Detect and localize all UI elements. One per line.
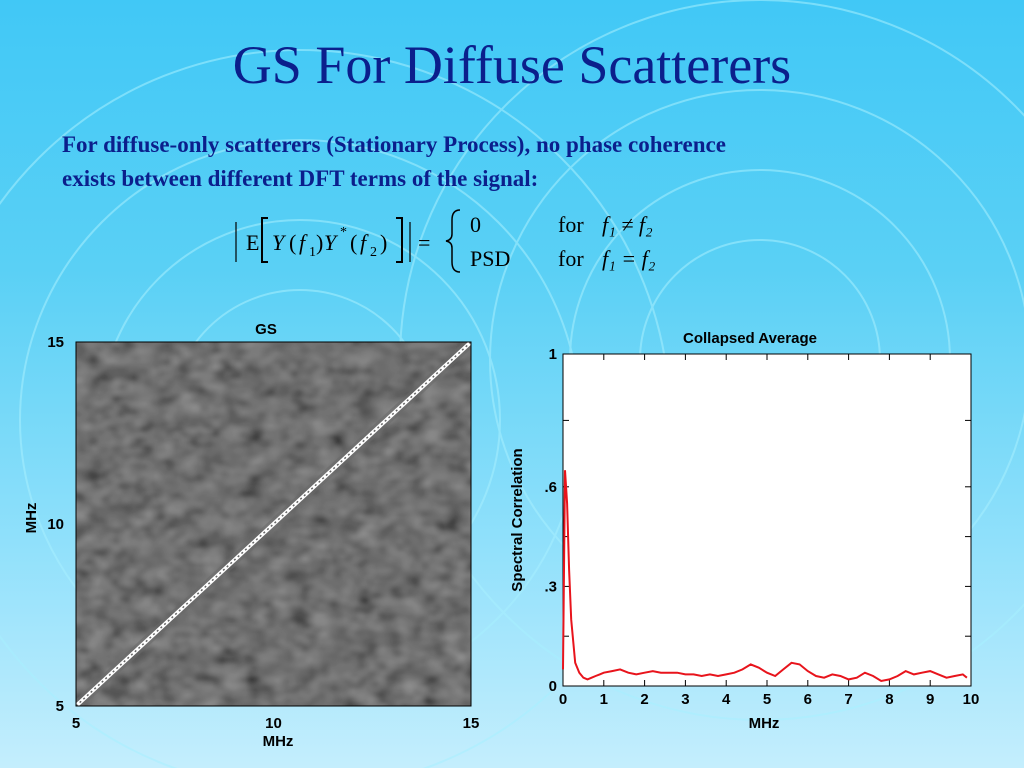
avg-xlabel: MHz [749,715,780,732]
avg-xtick-label: 0 [559,691,567,708]
eq-brace [445,209,461,273]
gs-tick-labels: 5 10 15 5 10 15 [47,334,479,732]
case1-value: 0 [470,212,481,237]
avg-title: Collapsed Average [683,330,817,347]
avg-xtick-label: 1 [600,691,608,708]
eq-sub1: 1 [309,245,316,260]
case1-condition: f₁ ≠ f₂ [602,212,653,237]
eq-paren-close-2: ) [380,230,387,255]
avg-xtick-label: 2 [640,691,648,708]
gs-xtick-label: 10 [265,715,282,732]
case2-value: PSD [470,246,510,271]
correlation-equation: E Y ( f 1 ) Y * ( f 2 ) = 0 for f₁ ≠ f₂ … [235,209,656,273]
avg-ytick-label: 0 [549,678,557,695]
heatmap-frame [75,341,472,707]
eq-paren-open-1: ( [289,230,296,255]
heatmap-diagonal [76,342,471,706]
slide-title: GS For Diffuse Scatterers [232,35,792,95]
avg-xtick-label: 4 [722,691,731,708]
description-line-1: For diffuse-only scatterers (Stationary … [62,132,726,157]
avg-xtick-label: 5 [763,691,771,708]
avg-ticks: 0 1 2 3 4 5 6 7 8 9 10 0 .3 .6 1 [544,346,979,708]
gs-ytick-label: 5 [56,698,64,715]
avg-xtick-label: 10 [963,691,980,708]
avg-plot-area [562,353,972,687]
eq-equals: = [418,230,430,255]
eq-f2: f [360,230,369,255]
gs-ylabel: MHz [23,503,40,534]
eq-expectation: E [246,230,259,255]
gs-xlabel: MHz [263,733,294,750]
gs-xtick-label: 15 [463,715,480,732]
avg-xtick-label: 7 [844,691,852,708]
case2-condition: f₁ = f₂ [602,246,656,271]
avg-ytick-label: .6 [544,479,557,496]
case2-for: for [558,246,584,271]
eq-sub2: 2 [370,245,377,260]
description-line-2: exists between different DFT terms of th… [62,166,539,191]
eq-f1: f [299,230,308,255]
gs-ytick-label: 15 [47,334,64,351]
avg-xtick-label: 9 [926,691,934,708]
eq-conjugate: * [340,225,347,240]
series-line-spectral-correlation [562,470,968,683]
avg-xtick-label: 6 [804,691,812,708]
eq-bracket-left [261,217,268,263]
avg-ytick-label: 1 [549,346,557,363]
gs-title: GS [255,321,277,338]
eq-paren-open-2: ( [350,230,357,255]
gs-ytick-label: 10 [47,516,64,533]
eq-Y1: Y [272,230,287,255]
avg-ytick-label: .3 [544,578,557,595]
eq-Y2: Y [324,230,339,255]
eq-paren-close-1: ) [316,230,323,255]
avg-xtick-label: 3 [681,691,689,708]
eq-bracket-right [396,217,403,263]
case1-for: for [558,212,584,237]
avg-ylabel: Spectral Correlation [509,448,526,591]
avg-xtick-label: 8 [885,691,893,708]
gs-xtick-label: 5 [72,715,80,732]
slide-description: For diffuse-only scatterers (Stationary … [62,128,942,196]
